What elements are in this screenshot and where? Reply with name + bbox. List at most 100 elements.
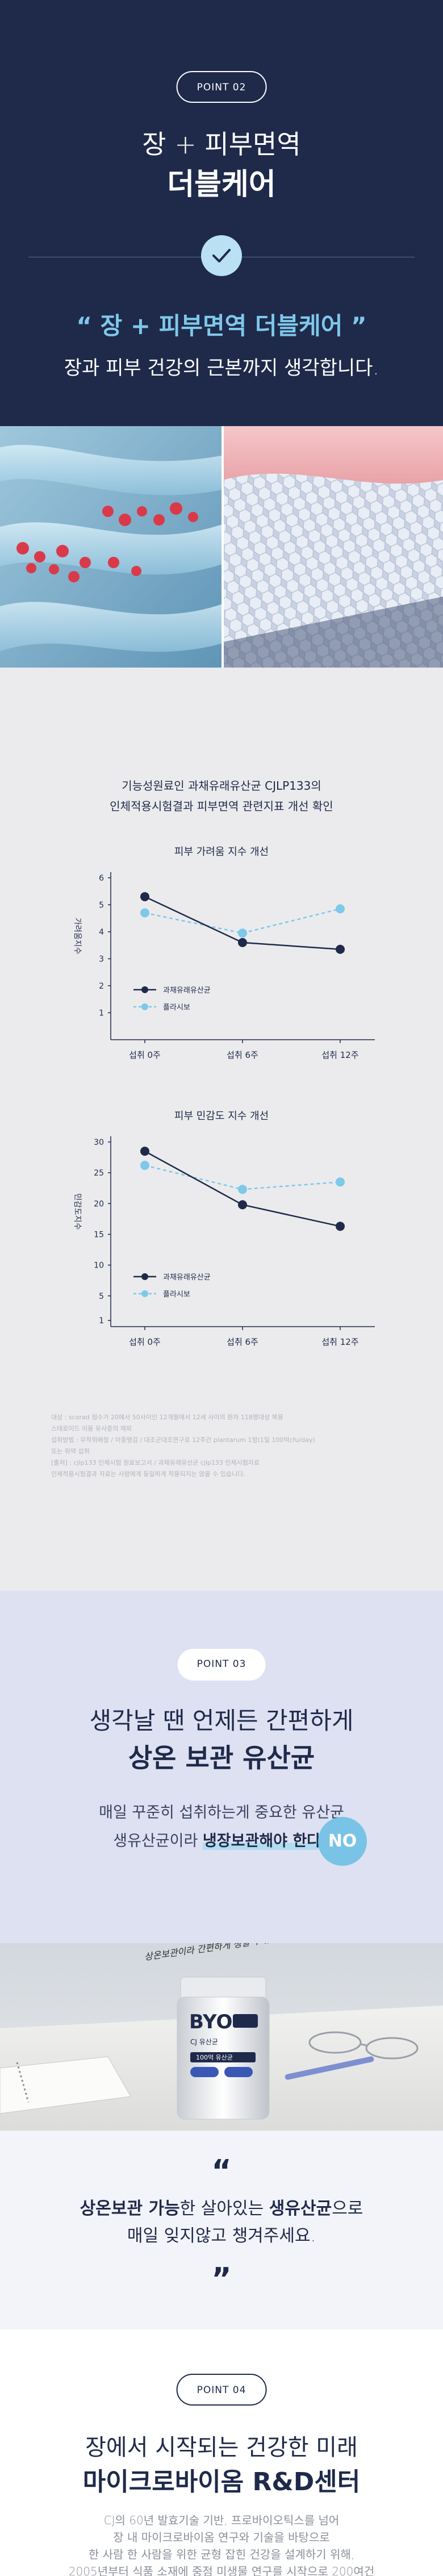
gut-skin-illustration	[0, 426, 443, 668]
product-photo-image: 상온보관이라 간편하게 챙길 수 있어요 BYO CJ 유산균 100억 유산균	[0, 1943, 443, 2131]
point02-section: POINT 02 장 + 피부면역 더블케어 “ 장 + 피부면역 더블케어 ”…	[0, 0, 443, 426]
y-tick-label: 6	[99, 874, 104, 883]
legend-marker	[141, 1273, 148, 1280]
legend-marker	[141, 986, 148, 993]
note-line: 대상 : scorad 점수가 20에서 50사이인 12개월에서 12세 사이…	[51, 1414, 283, 1421]
data-point	[336, 1177, 345, 1187]
data-point	[336, 904, 345, 914]
note-line: [출처] : cjlp133 인체시험 원료보고서 / 과채유래유산균 cjlp…	[51, 1459, 260, 1466]
point02-title-line2: 더블케어	[167, 168, 276, 202]
data-point	[238, 1185, 247, 1194]
study-heading-line1: 기능성원료인 과채유래유산균 CJLP133의	[122, 779, 321, 793]
point04-badge: POINT 04	[176, 2374, 267, 2406]
no-badge: NO	[318, 1817, 367, 1866]
study-chart-section: 기능성원료인 과채유래유산균 CJLP133의 인체적용시험결과 피부면역 관련…	[0, 668, 443, 1591]
notebook	[0, 2056, 131, 2114]
legend-label: 과채유래유산균	[163, 1273, 211, 1282]
data-point	[238, 928, 247, 938]
legend-marker	[141, 1290, 148, 1297]
product-photo: 상온보관이라 간편하게 챙길 수 있어요 BYO CJ 유산균 100억 유산균	[0, 1943, 443, 2131]
point02-quote: “ 장 + 피부면역 더블케어 ”	[76, 312, 367, 340]
desc2-highlight: 냉장보관해야 한다?	[202, 1832, 330, 1850]
y-tick-label: 1	[99, 1316, 104, 1325]
note-line: 섭취방법 : 무작위배정 / 이중맹검 / 대조군대조연구로 12주간 plan…	[51, 1436, 315, 1444]
point03-title-line2: 상온 보관 유산균	[128, 1743, 315, 1773]
point03-badge: POINT 03	[177, 1649, 266, 1681]
point02-title-line1: 장 + 피부면역	[142, 129, 301, 160]
note-line: 스테로이드 이용 유사증의 제외	[51, 1425, 132, 1432]
quote-bold2: 생유산균	[269, 2199, 332, 2219]
chart-title: 피부 가려움 지수 개선	[174, 846, 269, 858]
quote-bold1: 상온보관 가능	[80, 2199, 180, 2219]
y-tick-label: 1	[99, 1009, 104, 1018]
x-tick-label: 섭취 6주	[227, 1050, 258, 1060]
legend-label: 플라시보	[163, 1003, 190, 1012]
point03-section: POINT 03 생각날 땐 언제든 간편하게 상온 보관 유산균 매일 꾸준히…	[0, 1591, 443, 1943]
glasses	[308, 2031, 419, 2060]
data-point	[336, 944, 345, 954]
legend-marker	[141, 1003, 148, 1010]
point02-badge: POINT 02	[176, 71, 267, 103]
y-tick-label: 25	[94, 1169, 104, 1178]
point04-paragraph-4: 2005년부터 식품 소재에 중점 미생물 연구를 시작으로 200여건	[68, 2565, 375, 2576]
legend-label: 플라시보	[163, 1290, 190, 1299]
data-point	[238, 938, 247, 947]
quote-text2: 으로	[332, 2199, 363, 2219]
note-line: 인체적용시험결과 자료는 사람에게 동일하게 적용되지는 않을 수 있습니다.	[51, 1470, 245, 1478]
x-tick-label: 섭취 12주	[321, 1337, 358, 1347]
y-tick-label: 3	[99, 955, 104, 964]
desc2-prefix: 생유산균이라	[113, 1832, 203, 1850]
data-point	[140, 908, 149, 918]
product-bottle: BYO CJ 유산균 100억 유산균	[177, 1977, 270, 2120]
point04-paragraph-1: CJ의 60년 발효기술 기반, 프로바이오틱스를 넘어	[103, 2514, 340, 2527]
data-point	[140, 1161, 149, 1170]
y-tick-label: 15	[94, 1231, 104, 1240]
product-sub: CJ 유산균	[190, 2038, 218, 2046]
x-tick-label: 섭취 0주	[129, 1050, 161, 1060]
point03-desc1: 매일 꾸준히 섭취하는게 중요한 유산균	[99, 1804, 344, 1821]
gut-skin-image	[0, 426, 443, 668]
point04-paragraph-3: 한 사람 한 사람을 위한 균형 잡힌 건강을 설계하기 위해,	[88, 2548, 355, 2561]
chart-title: 피부 민감도 지수 개선	[174, 1110, 269, 1122]
quote-close-mark: ”	[211, 2261, 232, 2297]
study-heading-line2: 인체적용시험결과 피부면역 관련지표 개선 확인	[110, 799, 333, 813]
x-tick-label: 섭취 6주	[227, 1337, 258, 1347]
product-brand: BYO	[189, 2011, 232, 2033]
quote-open-mark: “	[211, 2153, 232, 2189]
quote-text1: 한 살아있는	[179, 2199, 269, 2219]
point04-paragraph-2: 장 내 마이크로바이옴 연구와 기술을 바탕으로	[113, 2531, 330, 2544]
x-tick-label: 섭취 0주	[129, 1337, 161, 1347]
quote-section: “ 상온보관 가능한 살아있는 생유산균으로 매일 잊지않고 챙겨주세요. ”	[0, 2131, 443, 2329]
data-point	[336, 1222, 345, 1231]
bacteria-dots	[16, 502, 198, 582]
point04-title-line1: 장에서 시작되는 건강한 미래	[85, 2435, 358, 2461]
product-count: 100억 유산균	[196, 2054, 233, 2061]
study-notes: 대상 : scorad 점수가 20에서 50사이인 12개월에서 12세 사이…	[51, 1412, 403, 1480]
legend-label: 과채유래유산균	[163, 986, 211, 995]
y-axis-label: 가려움지수	[73, 918, 82, 954]
y-axis-label: 민감도지수	[73, 1193, 82, 1230]
point04-title-line2: 마이크로바이옴 R&D센터	[82, 2467, 361, 2496]
check-icon	[201, 235, 242, 276]
point03-title-line1: 생각날 땐 언제든 간편하게	[89, 1707, 354, 1735]
y-tick-label: 5	[99, 1292, 104, 1301]
y-tick-label: 2	[99, 982, 104, 991]
y-tick-label: 4	[99, 928, 104, 937]
point04-section: POINT 04 장에서 시작되는 건강한 미래 마이크로바이옴 R&D센터 C…	[0, 2329, 443, 2576]
data-point	[140, 892, 149, 902]
pen	[285, 2056, 374, 2080]
y-tick-label: 30	[94, 1138, 104, 1147]
data-point	[238, 1200, 247, 1210]
x-tick-label: 섭취 12주	[321, 1050, 358, 1060]
quote-line1: 상온보관 가능한 살아있는 생유산균으로	[0, 2194, 443, 2219]
data-point	[140, 1147, 149, 1156]
y-tick-label: 10	[94, 1261, 104, 1270]
note-line: 또는 위약 섭취	[51, 1448, 90, 1455]
y-tick-label: 20	[94, 1199, 104, 1208]
point02-desc: 장과 피부 건강의 근본까지 생각합니다.	[64, 357, 379, 380]
y-tick-label: 5	[99, 901, 104, 910]
point03-desc2: 생유산균이라 냉장보관해야 한다?	[0, 1828, 443, 1850]
series-line-1	[144, 908, 341, 934]
